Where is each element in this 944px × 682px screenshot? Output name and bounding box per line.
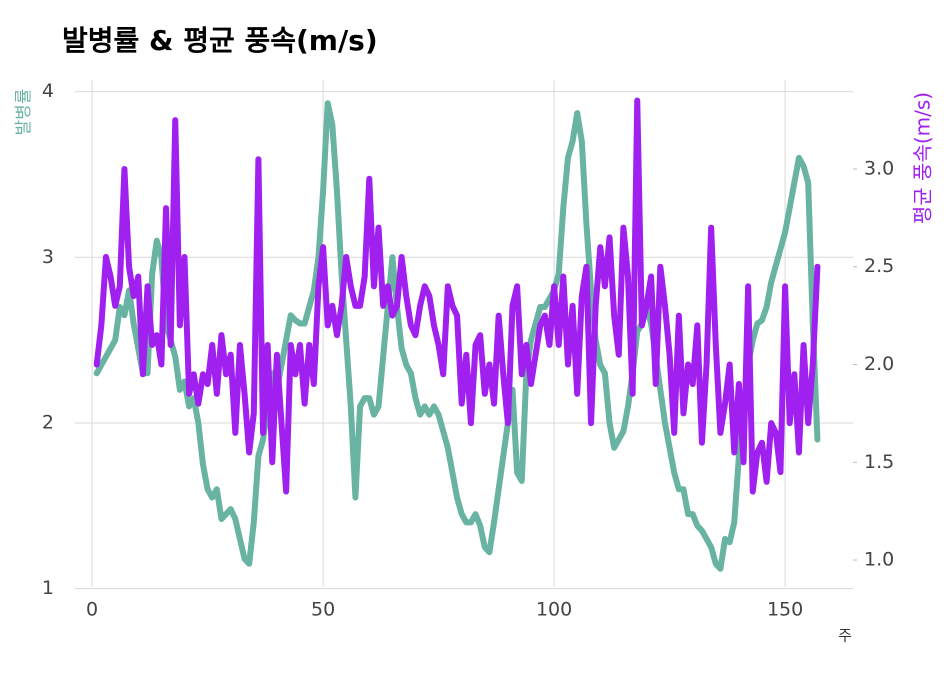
series-line	[93, 97, 821, 495]
x-tick-label: 50	[311, 599, 335, 621]
y2-tick-label: 1.0	[864, 549, 894, 571]
y-tick-label: 4	[42, 80, 54, 102]
chart-title: 발병률 & 평균 풍속(m/s)	[62, 24, 378, 57]
y-tick-label: 1	[42, 577, 54, 599]
y-axis-title: 발병률	[14, 89, 34, 136]
x-tick-label: 0	[86, 599, 98, 621]
y2-tick-label: 3.0	[864, 157, 894, 179]
y-tick-label: 2	[42, 411, 54, 433]
y2-axis-title: 평균 풍속(m/s)	[911, 92, 935, 224]
y2-tick-label: 2.5	[864, 255, 894, 277]
y2-tick-label: 2.0	[864, 353, 894, 375]
y-tick-label: 3	[42, 246, 54, 268]
x-axis-title: 주	[838, 627, 852, 645]
series-line	[93, 100, 821, 572]
y2-tick-label: 1.5	[864, 451, 894, 473]
x-tick-label: 150	[767, 599, 803, 621]
x-tick-label: 100	[536, 599, 572, 621]
